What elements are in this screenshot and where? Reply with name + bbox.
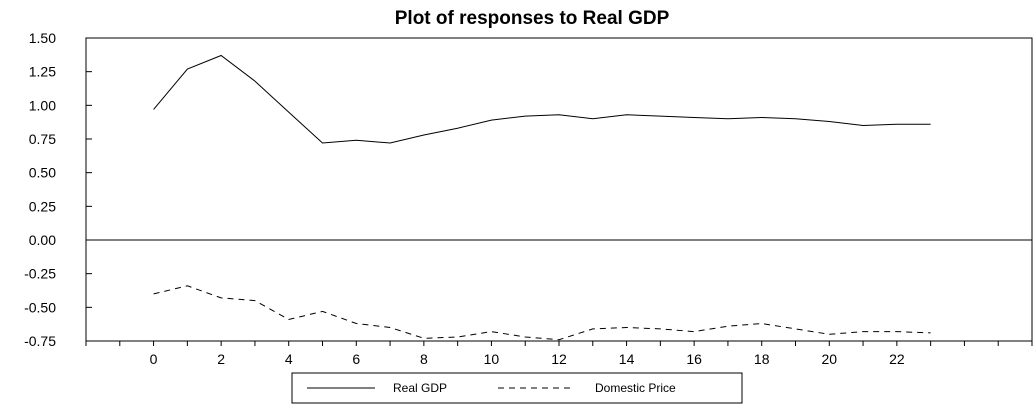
- y-tick-label: 0.75: [29, 131, 56, 147]
- x-axis: 0 2 4 6 8 10 12 14 16 18 20 22: [85, 341, 1033, 367]
- y-tick-label: -0.75: [24, 333, 56, 349]
- x-tick-label: 0: [150, 351, 158, 367]
- series-line-real-gdp: [153, 54, 931, 144]
- x-tick-label: 4: [285, 351, 293, 367]
- y-tick-label: 0.25: [29, 198, 56, 214]
- y-tick-label: 0.50: [29, 165, 56, 181]
- series-line-domestic-price: [153, 285, 931, 341]
- plot-frame: [85, 37, 1033, 342]
- x-tick-label: 2: [217, 351, 225, 367]
- x-tick-label: 20: [821, 351, 837, 367]
- y-tick-label: 0.00: [29, 232, 56, 248]
- y-tick-label: 1.50: [29, 30, 56, 46]
- x-tick-label: 8: [420, 351, 428, 367]
- legend: Real GDP Domestic Price: [291, 372, 743, 404]
- y-tick-label: -0.50: [24, 299, 56, 315]
- x-tick-label: 12: [551, 351, 567, 367]
- chart-title: Plot of responses to Real GDP: [395, 8, 670, 29]
- series-layer: [153, 54, 931, 341]
- y-tick-label: 1.25: [29, 64, 56, 80]
- x-tick-label: 10: [484, 351, 500, 367]
- x-tick-label: 14: [619, 351, 635, 367]
- y-tick-label: -0.25: [24, 266, 56, 282]
- y-axis: 1.50 1.25 1.00 0.75 0.50 0.25 0.00 -0.25 -0.50 -0…: [24, 30, 92, 349]
- x-tick-label: 18: [754, 351, 770, 367]
- x-tick-label: 6: [352, 351, 360, 367]
- legend-label-domestic-price: Domestic Price: [595, 381, 676, 395]
- legend-label-real-gdp: Real GDP: [393, 381, 447, 395]
- x-tick-label: 16: [686, 351, 702, 367]
- y-tick-label: 1.00: [29, 97, 56, 113]
- x-tick-label: 22: [889, 351, 905, 367]
